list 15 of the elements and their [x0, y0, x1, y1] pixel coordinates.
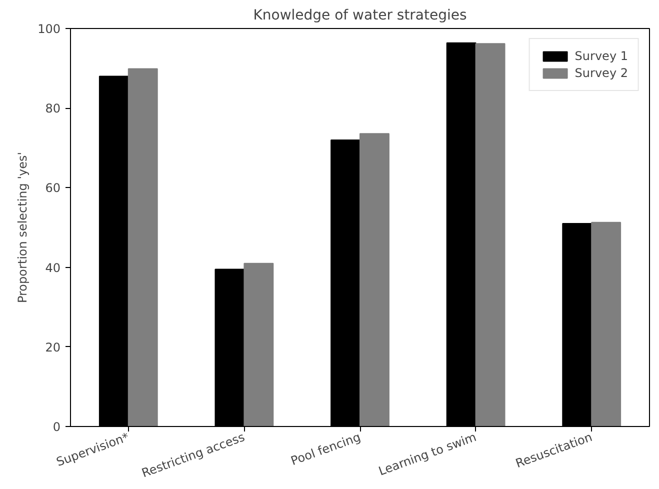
y-tick-label: 20 [45, 340, 61, 354]
bar [591, 222, 622, 426]
bar [475, 43, 506, 426]
y-tick-label: 100 [38, 22, 60, 36]
legend-label: Survey 1 [574, 49, 628, 63]
y-tick-label: 60 [45, 181, 61, 196]
y-axis-title: Proportion selecting 'yes' [16, 152, 30, 304]
bar [244, 262, 274, 426]
y-tick-label: 80 [45, 102, 61, 116]
bar [128, 68, 158, 426]
bar [360, 133, 390, 426]
legend-label: Survey 2 [574, 66, 628, 80]
y-tick-label: 40 [45, 260, 61, 275]
chart-title: Knowledge of water strategies [253, 8, 467, 24]
y-tick-label: 0 [52, 420, 61, 434]
